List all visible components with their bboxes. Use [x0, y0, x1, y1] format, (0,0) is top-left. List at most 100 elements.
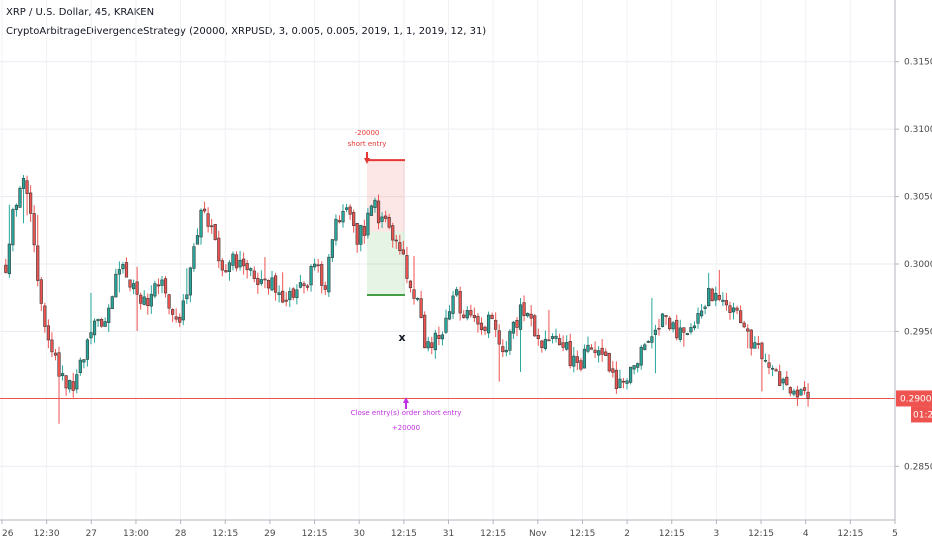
candle[interactable]: [721, 292, 725, 307]
candle[interactable]: [561, 335, 565, 352]
candle[interactable]: [284, 291, 288, 307]
candle[interactable]: [767, 354, 771, 375]
candle[interactable]: [53, 349, 58, 361]
candle[interactable]: [657, 318, 661, 336]
candle[interactable]: [171, 308, 175, 323]
candle[interactable]: [259, 270, 263, 286]
candle[interactable]: [440, 331, 445, 346]
candle[interactable]: [710, 287, 714, 302]
candle[interactable]: [149, 285, 153, 314]
candle[interactable]: [682, 327, 686, 347]
candle[interactable]: [369, 204, 374, 217]
candle[interactable]: [316, 258, 320, 273]
candle[interactable]: [728, 301, 732, 320]
candle[interactable]: [199, 208, 203, 245]
candle[interactable]: [387, 213, 391, 230]
candle[interactable]: [394, 234, 398, 249]
candle[interactable]: [213, 223, 217, 241]
candle[interactable]: [195, 228, 200, 245]
candle[interactable]: [770, 365, 775, 377]
candle[interactable]: [778, 364, 782, 387]
candle[interactable]: [689, 323, 693, 335]
candle[interactable]: [85, 338, 90, 367]
candle[interactable]: [600, 339, 604, 362]
candle[interactable]: [281, 272, 285, 304]
candle[interactable]: [685, 332, 689, 336]
candle[interactable]: [121, 261, 125, 274]
candle[interactable]: [202, 201, 207, 214]
candle[interactable]: [82, 359, 86, 369]
candle[interactable]: [46, 319, 50, 349]
candle[interactable]: [792, 388, 796, 397]
candle[interactable]: [646, 340, 650, 344]
candle[interactable]: [760, 341, 764, 392]
candle[interactable]: [366, 207, 370, 239]
candle[interactable]: [92, 318, 97, 343]
candle[interactable]: [430, 336, 434, 355]
candle[interactable]: [68, 379, 72, 393]
candle[interactable]: [174, 308, 178, 323]
candle[interactable]: [476, 313, 480, 333]
candle[interactable]: [419, 290, 423, 319]
candle[interactable]: [802, 381, 807, 395]
candle[interactable]: [50, 332, 54, 358]
candle[interactable]: [117, 261, 121, 293]
candle[interactable]: [504, 340, 508, 357]
candle[interactable]: [384, 210, 388, 223]
candle[interactable]: [668, 316, 672, 331]
candle[interactable]: [458, 286, 462, 321]
candle[interactable]: [376, 194, 381, 230]
candle[interactable]: [32, 205, 36, 253]
candle[interactable]: [238, 250, 242, 271]
candle[interactable]: [89, 292, 93, 345]
candle[interactable]: [234, 251, 239, 272]
candle[interactable]: [341, 204, 345, 228]
candle[interactable]: [256, 272, 260, 294]
candle[interactable]: [628, 366, 633, 385]
candle[interactable]: [462, 310, 466, 319]
candle[interactable]: [739, 305, 743, 324]
candle[interactable]: [486, 311, 491, 339]
candle[interactable]: [526, 312, 530, 318]
candle[interactable]: [589, 344, 594, 350]
candle[interactable]: [653, 324, 658, 374]
candle[interactable]: [415, 297, 420, 302]
candle[interactable]: [291, 287, 295, 301]
candle[interactable]: [298, 274, 303, 289]
candle[interactable]: [412, 255, 416, 305]
candle[interactable]: [447, 305, 452, 321]
candle[interactable]: [621, 377, 626, 389]
candle[interactable]: [781, 377, 785, 391]
candle[interactable]: [543, 330, 547, 351]
candle[interactable]: [483, 325, 487, 336]
candle[interactable]: [636, 362, 640, 373]
candle[interactable]: [643, 342, 647, 351]
strategy-legend[interactable]: CryptoArbitrageDivergenceStrategy (20000…: [6, 26, 487, 37]
candle[interactable]: [323, 281, 327, 295]
candle[interactable]: [36, 214, 40, 287]
candle[interactable]: [756, 335, 760, 350]
candle[interactable]: [799, 388, 803, 396]
candle[interactable]: [156, 278, 161, 295]
candle[interactable]: [678, 319, 682, 343]
candle[interactable]: [497, 324, 501, 382]
price-axis[interactable]: 0.31500 0.31000 0.30500 0.30000 0.29500 0.285…: [894, 0, 932, 520]
candle[interactable]: [142, 290, 146, 306]
candle[interactable]: [206, 207, 210, 233]
candle[interactable]: [444, 309, 448, 335]
candle[interactable]: [249, 267, 253, 276]
candle[interactable]: [167, 293, 171, 315]
candle[interactable]: [699, 304, 704, 319]
candle[interactable]: [717, 269, 721, 302]
candle[interactable]: [21, 174, 26, 224]
candle[interactable]: [359, 224, 363, 252]
candle[interactable]: [540, 339, 544, 353]
candle[interactable]: [604, 348, 608, 357]
candle[interactable]: [380, 212, 384, 229]
candle[interactable]: [337, 215, 342, 224]
candle[interactable]: [632, 365, 636, 375]
candle[interactable]: [735, 305, 739, 315]
candle[interactable]: [433, 329, 437, 359]
candle[interactable]: [391, 222, 395, 248]
candle[interactable]: [451, 290, 455, 319]
